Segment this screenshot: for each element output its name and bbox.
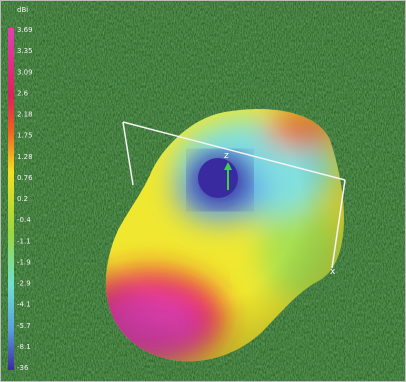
- colorbar-label: 1.75: [17, 132, 33, 140]
- colorbar-label: -1.1: [17, 237, 31, 245]
- x-axis-label: x: [330, 267, 336, 277]
- colorbar-label: -2.9: [17, 280, 31, 288]
- colorbar-label: 3.35: [17, 47, 33, 55]
- colorbar: [8, 28, 14, 370]
- colorbar-label: 0.76: [17, 174, 33, 182]
- bounding-box: [122, 121, 346, 269]
- colorbar-label: -5.7: [17, 322, 31, 330]
- z-axis-label: z: [224, 151, 229, 161]
- colorbar-ticks: 3.69 3.35 3.09 2.6 2.18 1.75 1.28 0.76 0.2 -0.4 -1…: [17, 26, 33, 372]
- colorbar-label: 1.28: [17, 153, 33, 161]
- colorbar-label: 0.2: [17, 195, 28, 203]
- colorbar-label: 3.69: [17, 26, 33, 34]
- colorbar-label: 2.18: [17, 111, 33, 119]
- colorbar-label: -1.9: [17, 258, 31, 266]
- colorbar-label: -0.4: [17, 216, 31, 224]
- colorbar-unit: dBi: [17, 6, 28, 14]
- colorbar-label: -4.1: [17, 301, 31, 309]
- colorbar-label: -36: [17, 364, 29, 372]
- colorbar-label: -8.1: [17, 343, 31, 351]
- z-arrow: [224, 162, 232, 190]
- colorbar-label: 2.6: [17, 89, 29, 97]
- colorbar-label: 3.09: [17, 68, 33, 76]
